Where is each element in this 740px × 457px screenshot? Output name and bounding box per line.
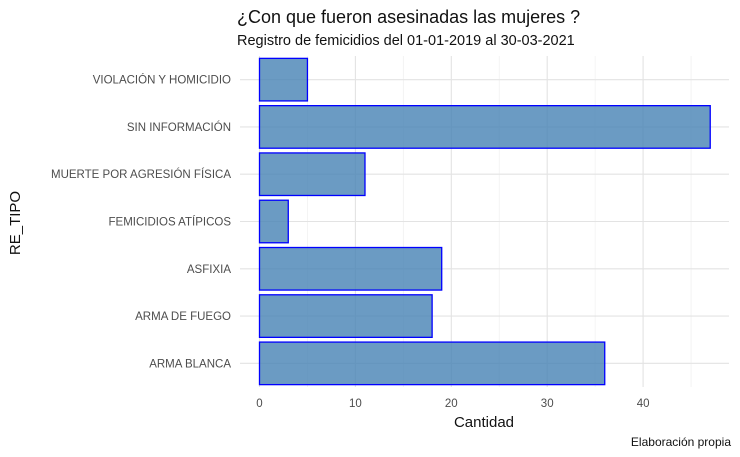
- bar: [258, 57, 309, 102]
- y-axis-title: RE_TIPO: [7, 191, 24, 255]
- x-tick-label: 30: [541, 398, 554, 410]
- x-axis-title: Cantidad: [454, 414, 514, 431]
- y-tick-label: MUERTE POR AGRESIÓN FÍSICA: [51, 168, 231, 181]
- y-tick-labels: VIOLACIÓN Y HOMICIDIO SIN INFORMACIÓN MUER…: [51, 74, 231, 371]
- x-tick-label: 0: [256, 398, 262, 410]
- y-tick-label: SIN INFORMACIÓN: [127, 121, 231, 134]
- x-tick-label: 40: [637, 398, 650, 410]
- bar: [258, 105, 711, 149]
- y-tick-label: ARMA DE FUEGO: [135, 311, 231, 323]
- bar: [258, 246, 443, 291]
- bar: [258, 199, 289, 244]
- x-tick-labels: 0 10 20 30 40: [256, 398, 649, 410]
- chart-title: ¿Con que fueron asesinadas las mujeres ?: [237, 7, 581, 27]
- bar: [258, 294, 433, 338]
- y-tick-label: VIOLACIÓN Y HOMICIDIO: [93, 74, 231, 87]
- chart-subtitle: Registro de femicidios del 01-01-2019 al…: [237, 33, 575, 49]
- bars: [258, 57, 711, 386]
- x-tick-label: 10: [349, 398, 362, 410]
- y-tick-label: FEMICIDIOS ATÍPICOS: [109, 216, 232, 229]
- bar: [258, 341, 606, 386]
- bar: [258, 152, 366, 197]
- y-tick-label: ASFIXIA: [187, 264, 231, 276]
- y-tick-label: ARMA BLANCA: [149, 358, 231, 370]
- chart-caption: Elaboración propia: [630, 435, 731, 449]
- x-tick-label: 20: [445, 398, 458, 410]
